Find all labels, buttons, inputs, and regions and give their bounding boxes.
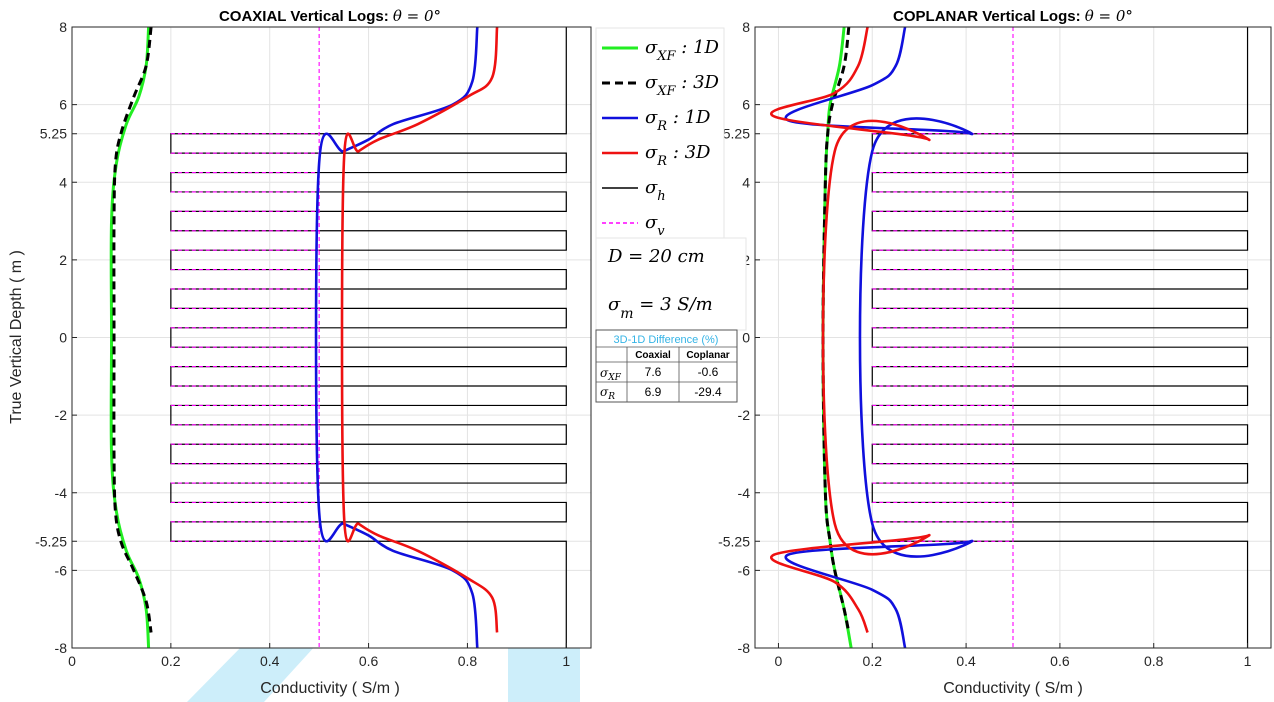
coaxial-y-tick-label: -6	[55, 562, 68, 578]
coaxial-title-theta: θ = 0°	[393, 7, 441, 25]
legend-symbol: σ	[645, 212, 658, 233]
coaxial-y-tick-label: -5.25	[35, 533, 67, 549]
coaxial-series-xf3d	[112, 26, 153, 633]
coplanar-x-tick-label: 0.4	[956, 653, 976, 669]
coplanar-x-tick-label: 0	[775, 653, 783, 669]
coplanar-y-tick-label: -5.25	[718, 533, 750, 549]
coaxial-y-tick-label: 5.25	[40, 126, 67, 142]
coaxial-y-tick-label: 8	[59, 19, 67, 35]
legend-suffix: : 3D	[667, 142, 711, 163]
coaxial-series-r3d	[340, 26, 499, 633]
coaxial-title-main: COAXIAL Vertical Logs:	[219, 8, 393, 25]
legend-suffix: : 1D	[676, 37, 720, 58]
legend-label-r1d: σR : 1D	[645, 107, 711, 134]
difference-table: 3D-1D Difference (%) Coaxial Coplanar σX…	[595, 329, 738, 403]
mud-conductivity-text: σm = 3 S/m	[608, 294, 713, 322]
coplanar-y-tick-label: 0	[742, 330, 750, 346]
mud-sigma-sub: m	[620, 306, 633, 322]
coaxial-panel: 0 0.2 0.4 0.6 0.8 1 8 6 5.25 4 2 0 -2 -4 -5.25 -6 -8	[35, 19, 592, 669]
coplanar-sigma-h-line	[871, 27, 1249, 648]
coplanar-x-axis-label: Conductivity ( S/m )	[943, 680, 1083, 697]
table-header-coaxial: Coaxial	[635, 350, 671, 361]
table-row-r-label: σR	[600, 385, 615, 402]
mud-sigma-value: = 3 S/m	[634, 294, 713, 315]
coaxial-x-axis-label: Conductivity ( S/m )	[260, 680, 400, 697]
coaxial-y-tick-label: 2	[59, 252, 67, 268]
table-cell-xf-coaxial: 7.6	[645, 365, 662, 379]
table-cell-r-coaxial: 6.9	[645, 385, 662, 399]
coaxial-x-tick-label: 0.8	[458, 653, 478, 669]
legend-subscript: XF	[656, 49, 676, 64]
coaxial-x-tick-label: 0.4	[260, 653, 280, 669]
annotation-box: D = 20 cm σm = 3 S/m	[595, 237, 747, 331]
coplanar-x-tick-label: 0.6	[1050, 653, 1070, 669]
legend-subscript: XF	[656, 84, 676, 99]
coplanar-y-tick-label: -4	[738, 485, 751, 501]
coaxial-y-tick-label: 6	[59, 97, 67, 113]
coplanar-y-tick-label: -2	[738, 407, 751, 423]
coaxial-y-tick-label: -2	[55, 407, 68, 423]
coaxial-title: COAXIAL Vertical Logs: θ = 0°	[219, 7, 441, 25]
coaxial-x-tick-label: 0.6	[359, 653, 379, 669]
coplanar-y-tick-label: -6	[738, 562, 751, 578]
coplanar-y-tick-label: 6	[742, 97, 750, 113]
mud-sigma-symbol: σ	[608, 294, 621, 315]
coplanar-x-tick-label: 0.2	[863, 653, 883, 669]
legend-suffix: : 3D	[676, 72, 720, 93]
coplanar-title: COPLANAR Vertical Logs: θ = 0°	[893, 7, 1133, 25]
coplanar-y-tick-label: 5.25	[723, 126, 750, 142]
coplanar-y-tick-label: 8	[742, 19, 750, 35]
legend-label-xf1d: σXF : 1D	[645, 37, 720, 64]
coplanar-title-theta: θ = 0°	[1085, 7, 1133, 25]
coaxial-y-tick-label: 0	[59, 330, 67, 346]
coplanar-y-tick-label: 4	[742, 174, 750, 190]
table-row-xf-sub: XF	[607, 373, 621, 383]
y-axis-label: True Vertical Depth ( m )	[8, 250, 25, 424]
coplanar-title-main: COPLANAR Vertical Logs:	[893, 8, 1085, 25]
coplanar-x-tick-label: 1	[1244, 653, 1252, 669]
legend-subscript: v	[657, 224, 665, 239]
table-title: 3D-1D Difference (%)	[614, 334, 719, 346]
legend-box	[595, 27, 725, 239]
legend-symbol: σ	[645, 72, 658, 93]
legend-symbol: σ	[645, 142, 658, 163]
table-frame	[595, 329, 738, 403]
legend-subscript: R	[656, 154, 667, 169]
coaxial-sigma-h-line	[170, 27, 567, 648]
coaxial-y-tick-label: 4	[59, 174, 67, 190]
legend-label-sigma_v: σv	[645, 212, 665, 239]
legend-symbol: σ	[645, 107, 658, 128]
coaxial-x-tick-label: 0.2	[161, 653, 181, 669]
table-row-r-sub: R	[607, 392, 615, 402]
coplanar-y-tick-label: -8	[738, 640, 751, 656]
legend-subscript: h	[657, 189, 665, 204]
annotation-box-bg	[595, 237, 747, 331]
coplanar-series-r3d	[769, 26, 931, 633]
table-cell-r-coplanar: -29.4	[694, 385, 722, 399]
coaxial-series-r1d	[314, 26, 479, 649]
coplanar-series-r1d	[784, 26, 974, 649]
legend-subscript: R	[656, 119, 667, 134]
legend-suffix: : 1D	[667, 107, 711, 128]
legend-label-r3d: σR : 3D	[645, 142, 711, 169]
table-header-coplanar: Coplanar	[686, 350, 729, 361]
coaxial-x-tick-label: 1	[562, 653, 570, 669]
legend-label-xf3d: σXF : 3D	[645, 72, 720, 99]
table-row-xf-symbol: σ	[600, 366, 609, 380]
table-cell-xf-coplanar: -0.6	[698, 365, 719, 379]
coaxial-y-tick-label: -8	[55, 640, 68, 656]
coaxial-x-tick-label: 0	[68, 653, 76, 669]
pad-diameter-text: D = 20 cm	[607, 246, 705, 267]
coaxial-y-tick-label: -4	[55, 485, 68, 501]
legend-label-sigma_h: σh	[645, 177, 666, 204]
table-row-xf-label: σXF	[600, 366, 622, 383]
legend-symbol: σ	[645, 37, 658, 58]
table-row-r-symbol: σ	[600, 385, 609, 399]
coplanar-x-tick-label: 0.8	[1144, 653, 1164, 669]
legend-symbol: σ	[645, 177, 658, 198]
